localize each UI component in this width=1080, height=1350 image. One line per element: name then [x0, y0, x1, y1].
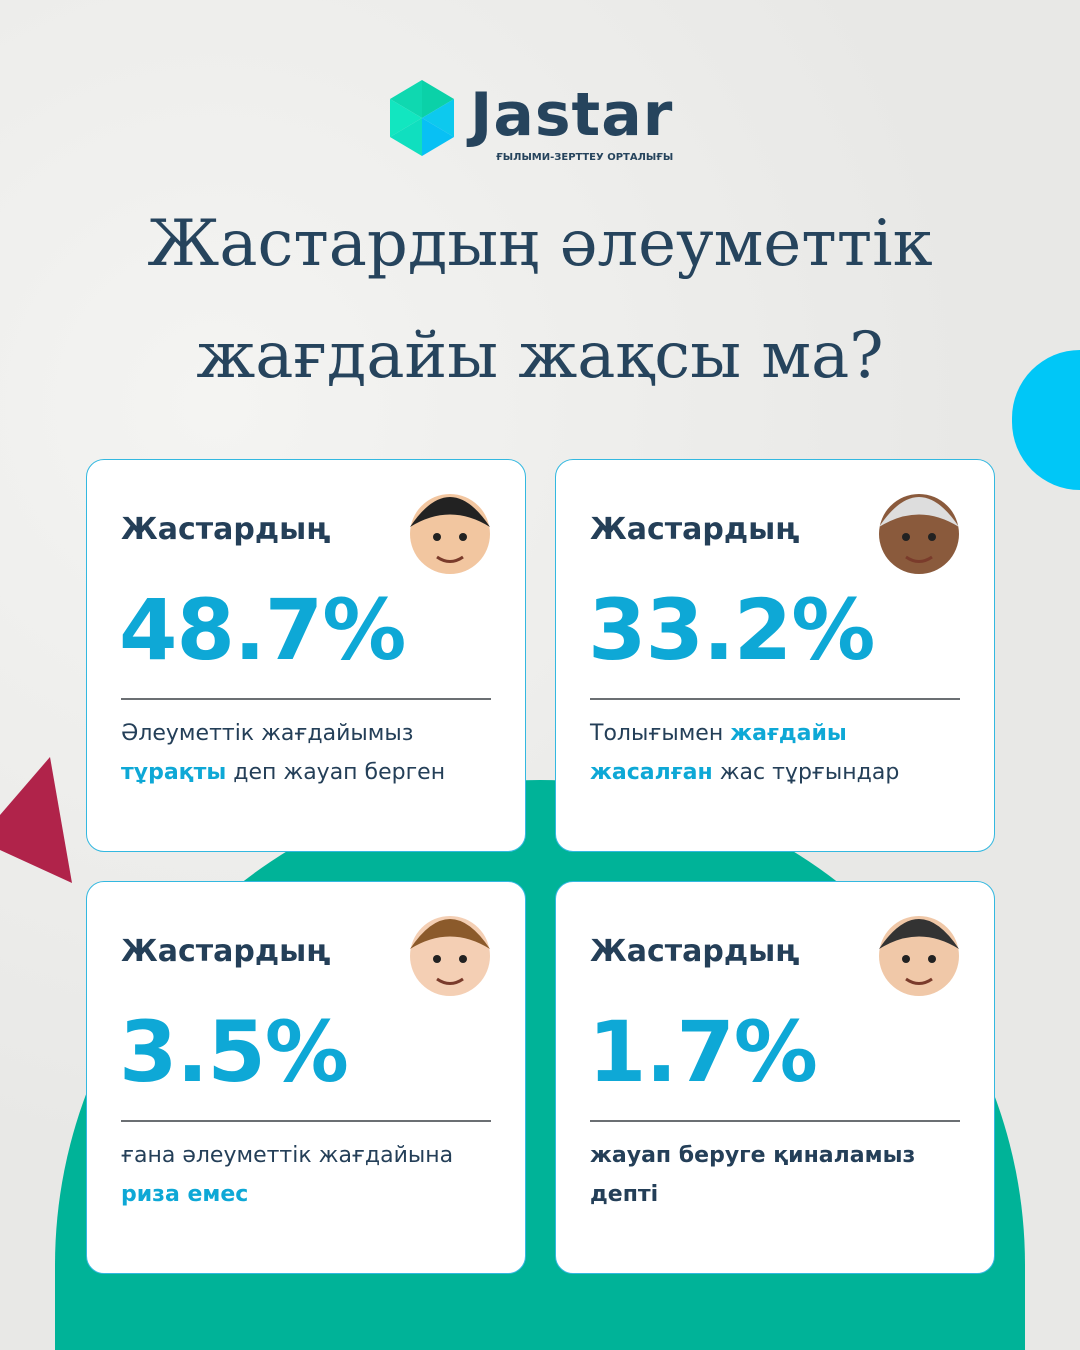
thumbs-up-boy-icon [410, 494, 490, 574]
stat-card: Жастардың 3.5% ғана әлеуметтік жағдайына… [86, 881, 526, 1274]
card-description: ғана әлеуметтік жағдайына риза емес [121, 1136, 496, 1214]
card-heading: Жастардың [121, 934, 331, 969]
crossed-arms-boy-icon [879, 916, 959, 996]
divider [121, 698, 491, 700]
card-percent: 3.5% [119, 1003, 349, 1101]
highlight-text: риза емес [121, 1182, 249, 1207]
card-description: Толығымен жағдайы жасалған жас тұрғындар [590, 714, 965, 792]
card-percent: 33.2% [588, 581, 875, 679]
stat-card: Жастардың 33.2% Толығымен жағдайы жасалғ… [555, 459, 995, 852]
red-triangle-decoration [0, 757, 72, 883]
card-heading: Жастардың [590, 934, 800, 969]
divider [590, 1120, 960, 1122]
title-line-2: жағдайы жақсы ма? [196, 319, 884, 393]
divider [121, 1120, 491, 1122]
divider [590, 698, 960, 700]
highlight-text: жағдайы жасалған [590, 721, 847, 785]
card-percent: 48.7% [119, 581, 406, 679]
text-segment: Әлеуметтік жағдайымыз [121, 721, 414, 746]
text-segment: ғана әлеуметтік жағдайына [121, 1143, 454, 1168]
card-heading: Жастардың [121, 512, 331, 547]
jastar-logo: Jastar ҒЫЛЫМИ-ЗЕРТТЕУ ОРТАЛЫҒЫ [388, 80, 673, 164]
brand-name: Jastar [470, 80, 674, 150]
text-segment: деп жауап берген [226, 760, 446, 785]
highlight-text: тұрақты [121, 760, 227, 785]
text-segment: жауап беруге қиналамыз депті [590, 1143, 916, 1207]
text-segment: жас тұрғындар [712, 760, 900, 785]
page-title: Жастардың әлеуметтік жағдайы жақсы ма? [0, 188, 1080, 412]
hexagon-logo-icon [390, 80, 454, 156]
text-segment: Толығымен [590, 721, 731, 746]
brand-subtitle: ҒЫЛЫМИ-ЗЕРТТЕУ ОРТАЛЫҒЫ [496, 152, 674, 163]
stat-card: Жастардың 1.7% жауап беруге қиналамыз де… [555, 881, 995, 1274]
title-line-1: Жастардың әлеуметтік [147, 207, 933, 281]
card-heading: Жастардың [590, 512, 800, 547]
card-percent: 1.7% [588, 1003, 818, 1101]
card-description: Әлеуметтік жағдайымыз тұрақты деп жауап … [121, 714, 496, 792]
stat-card: Жастардың 48.7% Әлеуметтік жағдайымыз тұ… [86, 459, 526, 852]
praying-girl-icon [879, 494, 959, 574]
thumbs-down-girl-icon [410, 916, 490, 996]
card-description: жауап беруге қиналамыз депті [590, 1136, 965, 1214]
